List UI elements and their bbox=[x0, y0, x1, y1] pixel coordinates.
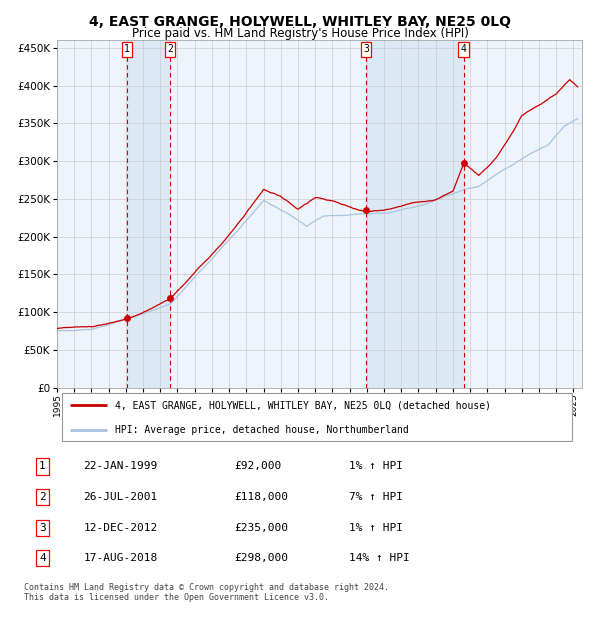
Text: 26-JUL-2001: 26-JUL-2001 bbox=[83, 492, 158, 502]
Text: 1% ↑ HPI: 1% ↑ HPI bbox=[349, 523, 403, 533]
Text: 4, EAST GRANGE, HOLYWELL, WHITLEY BAY, NE25 0LQ: 4, EAST GRANGE, HOLYWELL, WHITLEY BAY, N… bbox=[89, 15, 511, 29]
Text: £92,000: £92,000 bbox=[235, 461, 282, 471]
Text: Contains HM Land Registry data © Crown copyright and database right 2024.
This d: Contains HM Land Registry data © Crown c… bbox=[24, 583, 389, 602]
Text: 7% ↑ HPI: 7% ↑ HPI bbox=[349, 492, 403, 502]
Bar bbox=[127, 40, 170, 388]
Text: 1% ↑ HPI: 1% ↑ HPI bbox=[349, 461, 403, 471]
Text: 4, EAST GRANGE, HOLYWELL, WHITLEY BAY, NE25 0LQ (detached house): 4, EAST GRANGE, HOLYWELL, WHITLEY BAY, N… bbox=[115, 401, 491, 410]
Bar bbox=[366, 40, 464, 388]
Text: 2: 2 bbox=[167, 45, 173, 55]
Text: 1: 1 bbox=[124, 45, 130, 55]
Text: 4: 4 bbox=[39, 554, 46, 564]
Text: £235,000: £235,000 bbox=[235, 523, 289, 533]
Text: Price paid vs. HM Land Registry's House Price Index (HPI): Price paid vs. HM Land Registry's House … bbox=[131, 27, 469, 40]
Text: 4: 4 bbox=[461, 45, 467, 55]
Text: 12-DEC-2012: 12-DEC-2012 bbox=[83, 523, 158, 533]
FancyBboxPatch shape bbox=[62, 392, 571, 441]
Text: 3: 3 bbox=[363, 45, 369, 55]
Text: 22-JAN-1999: 22-JAN-1999 bbox=[83, 461, 158, 471]
Text: HPI: Average price, detached house, Northumberland: HPI: Average price, detached house, Nort… bbox=[115, 425, 409, 435]
Text: £118,000: £118,000 bbox=[235, 492, 289, 502]
Text: 14% ↑ HPI: 14% ↑ HPI bbox=[349, 554, 409, 564]
Text: 17-AUG-2018: 17-AUG-2018 bbox=[83, 554, 158, 564]
Text: 2: 2 bbox=[39, 492, 46, 502]
Text: £298,000: £298,000 bbox=[235, 554, 289, 564]
Text: 1: 1 bbox=[39, 461, 46, 471]
Text: 3: 3 bbox=[39, 523, 46, 533]
